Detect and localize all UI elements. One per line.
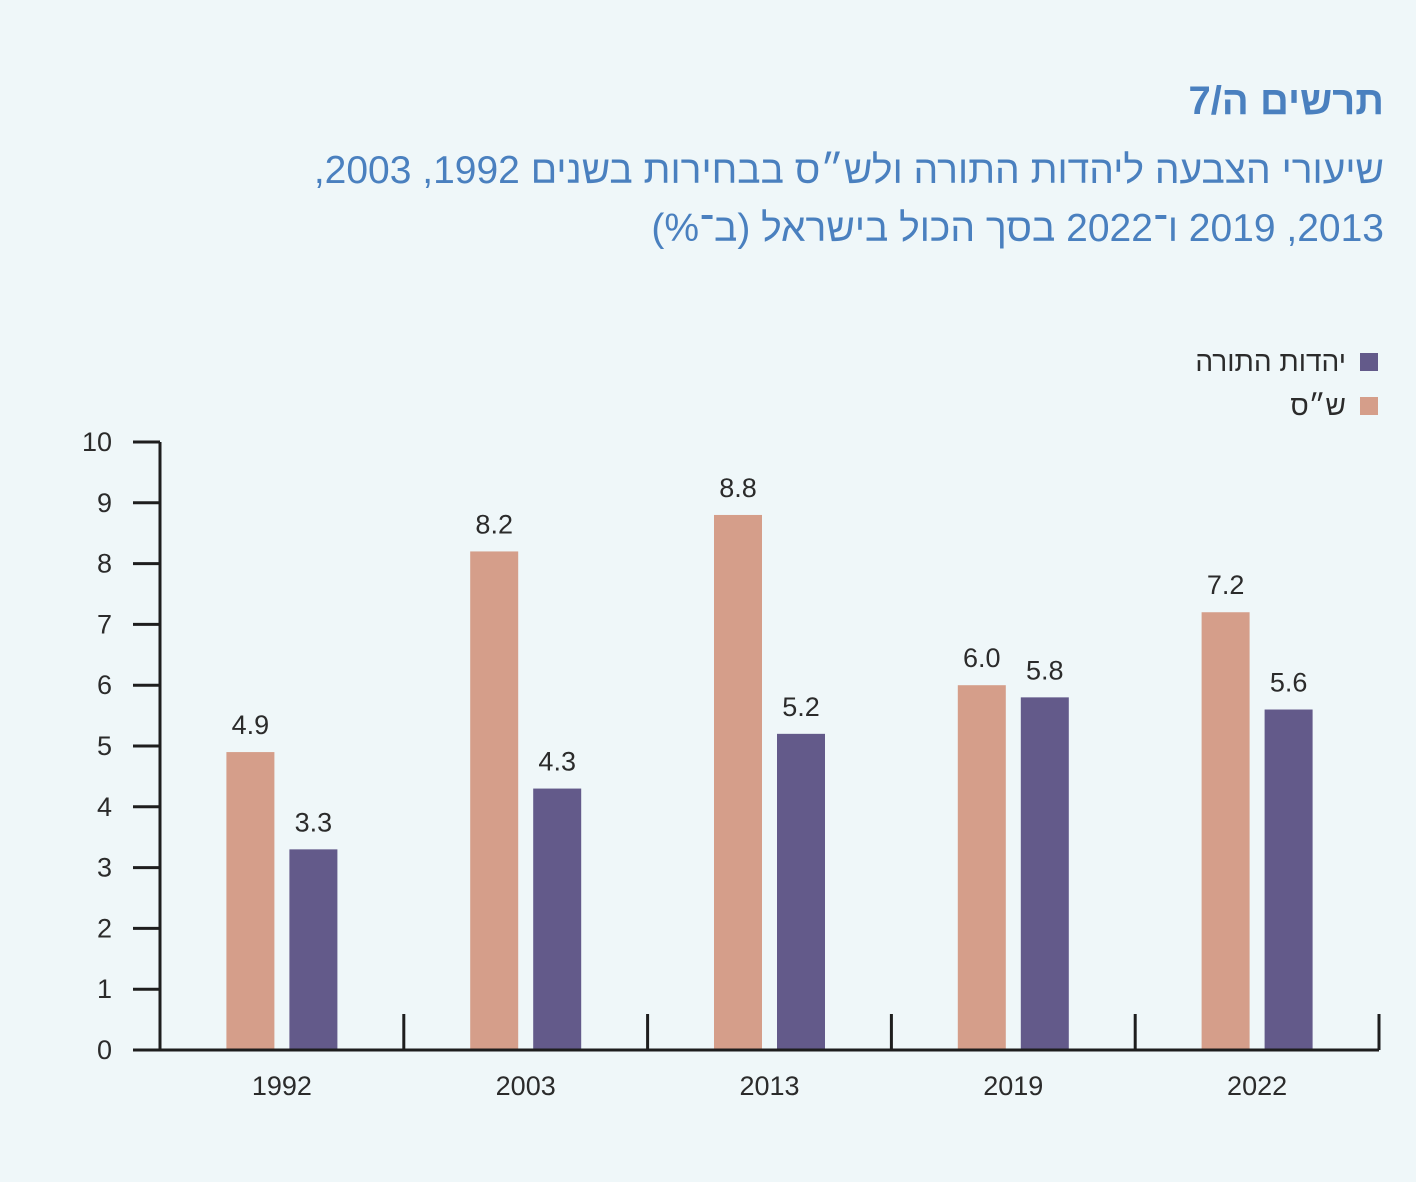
value-label-shas-2013: 8.8	[719, 473, 757, 503]
y-tick-label-0: 0	[97, 1035, 112, 1065]
x-tick-label-2022: 2022	[1227, 1071, 1287, 1101]
legend-swatch-shas	[1360, 397, 1378, 415]
chart-title-line-2: 2013, 2019 ו־2022 בסך הכול בישראל (ב־%)	[651, 207, 1384, 250]
value-label-torah-judaism-2003: 4.3	[538, 747, 576, 777]
legend-swatch-torah-judaism	[1360, 353, 1378, 371]
legend-item-torah-judaism: יהדות התורה	[1195, 340, 1378, 384]
chart-legend: יהדות התורה ש״ס	[1195, 340, 1378, 428]
x-tick-label-2019: 2019	[983, 1071, 1043, 1101]
value-label-shas-2019: 6.0	[963, 643, 1001, 673]
chart-title-line-1: שיעורי הצבעה ליהדות התורה ולש״ס בבחירות …	[313, 149, 1384, 192]
legend-label-shas: ש״ס	[1290, 390, 1346, 421]
bar-shas-2019	[957, 685, 1006, 1050]
figure-label: תרשים ה/7	[1188, 79, 1384, 123]
y-tick-label-10: 10	[82, 427, 112, 457]
y-tick-label-7: 7	[97, 609, 112, 639]
x-tick-label-2003: 2003	[496, 1071, 556, 1101]
y-tick-label-3: 3	[97, 853, 112, 883]
y-tick-label-2: 2	[97, 913, 112, 943]
value-label-torah-judaism-2022: 5.6	[1270, 668, 1308, 698]
value-label-torah-judaism-2019: 5.8	[1026, 655, 1064, 685]
y-tick-label-8: 8	[97, 549, 112, 579]
bar-shas-1992	[226, 752, 275, 1050]
bar-torah-judaism-2022	[1264, 709, 1313, 1050]
chart-header: תרשים ה/7 שיעורי הצבעה ליהדות התורה ולש״…	[164, 74, 1384, 258]
bar-shas-2003	[470, 551, 519, 1050]
value-label-torah-judaism-2013: 5.2	[782, 692, 820, 722]
value-label-shas-2003: 8.2	[475, 509, 513, 539]
bar-shas-2013	[714, 514, 762, 1050]
value-label-shas-1992: 4.9	[232, 710, 270, 740]
bar-torah-judaism-1992	[289, 849, 338, 1050]
bar-shas-2022	[1201, 612, 1250, 1050]
bar-torah-judaism-2019	[1020, 697, 1069, 1050]
chart-title: שיעורי הצבעה ליהדות התורה ולש״ס בבחירות …	[164, 142, 1384, 258]
value-label-torah-judaism-1992: 3.3	[295, 807, 333, 837]
y-tick-label-4: 4	[97, 792, 112, 822]
legend-label-torah-judaism: יהדות התורה	[1195, 346, 1346, 377]
y-tick-label-5: 5	[97, 731, 112, 761]
value-label-shas-2022: 7.2	[1207, 570, 1245, 600]
y-tick-label-9: 9	[97, 488, 112, 518]
bar-torah-judaism-2003	[533, 788, 582, 1050]
x-tick-label-1992: 1992	[252, 1071, 312, 1101]
bar-torah-judaism-2013	[777, 733, 825, 1050]
x-tick-label-2013: 2013	[739, 1071, 799, 1101]
y-tick-label-1: 1	[97, 974, 112, 1004]
legend-item-shas: ש״ס	[1195, 384, 1378, 428]
y-tick-label-6: 6	[97, 670, 112, 700]
